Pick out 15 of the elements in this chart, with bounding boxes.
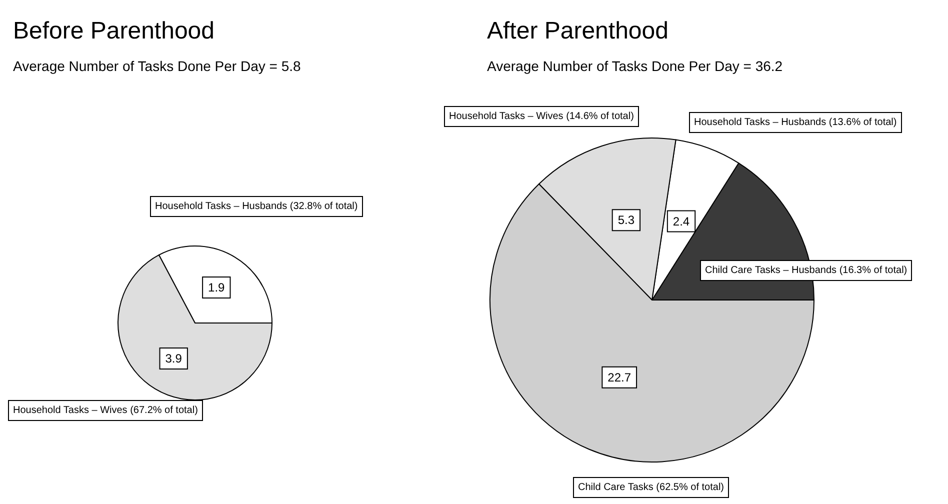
chart-title: After Parenthood [487,18,668,44]
slice-label: Child Care Tasks (62.5% of total) [573,477,729,498]
data-label: 3.9 [165,352,182,366]
data-label: 2.4 [672,214,690,228]
slice-label: Household Tasks – Wives (14.6% of total) [444,106,639,127]
data-label: 1.9 [208,280,226,294]
chart-subtitle: Average Number of Tasks Done Per Day = 5.8 [13,58,302,74]
chart-subtitle: Average Number of Tasks Done Per Day = 36.2 [487,58,783,74]
data-label: 22.7 [608,370,632,384]
slice-label: Household Tasks – Husbands (13.6% of total) [689,112,902,133]
chart-title: Before Parenthood [13,18,214,44]
slice-label: Household Tasks – Wives (67.2% of total) [8,400,203,421]
slice-label: Household Tasks – Husbands (32.8% of total) [150,196,363,217]
data-label: 5.3 [618,213,635,228]
slice-label: Child Care Tasks – Husbands (16.3% of total) [700,260,912,281]
